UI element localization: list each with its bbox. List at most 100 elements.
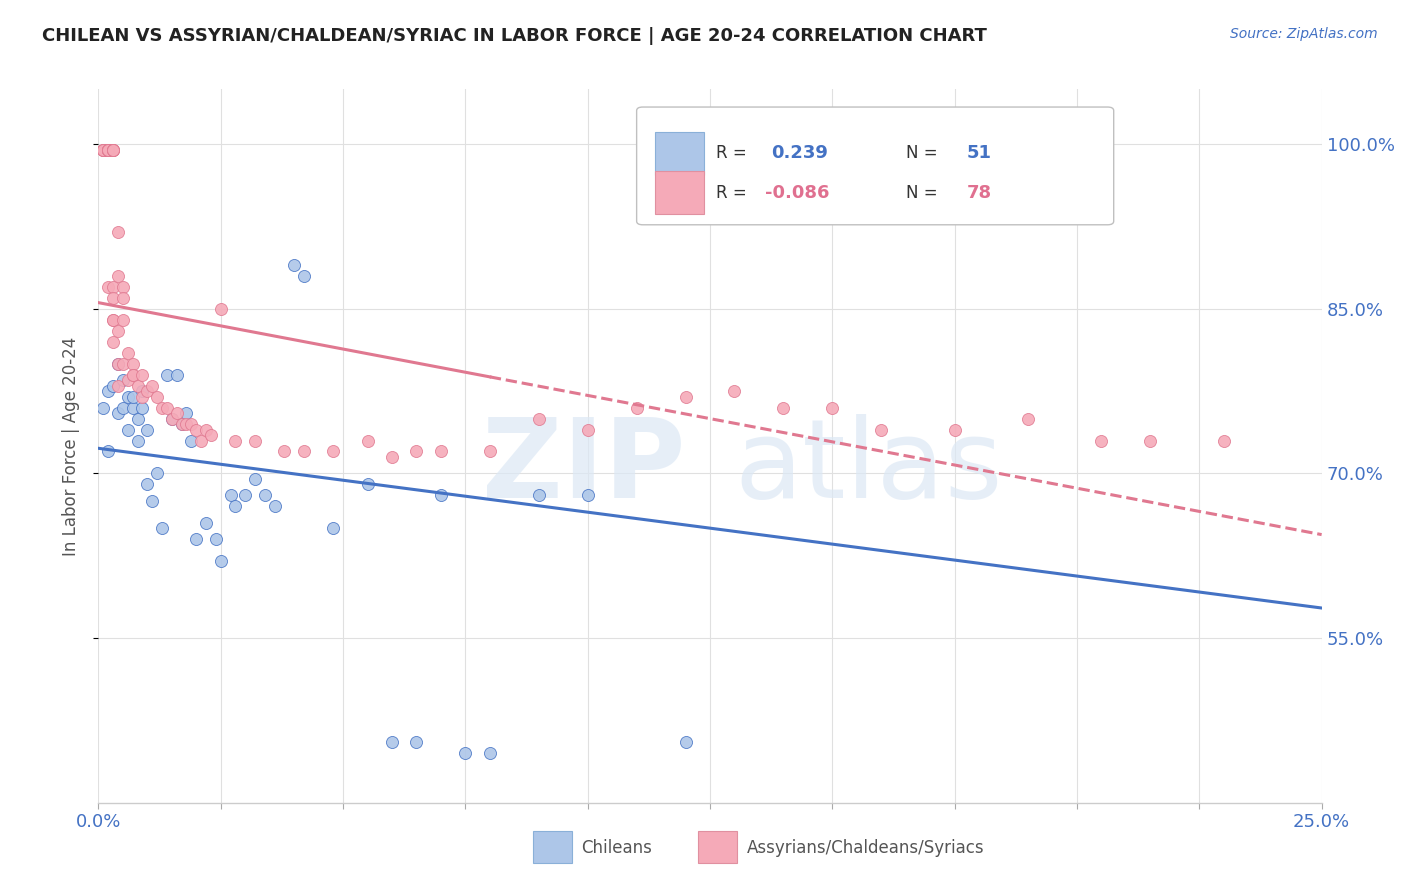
Point: [219, 488, 242, 502]
Point: [1042, 148, 1064, 162]
Point: [127, 378, 149, 392]
Y-axis label: In Labor Force | Age 20-24: In Labor Force | Age 20-24: [62, 336, 80, 556]
Point: [101, 143, 124, 157]
Point: [117, 373, 139, 387]
Point: [101, 143, 124, 157]
Text: Chileans: Chileans: [582, 838, 652, 856]
Point: [101, 312, 124, 326]
Point: [1017, 411, 1039, 425]
Point: [150, 401, 173, 415]
Point: [322, 521, 344, 535]
Point: [136, 384, 159, 398]
Point: [131, 401, 153, 415]
Point: [405, 444, 427, 458]
Point: [166, 406, 188, 420]
Point: [381, 450, 404, 464]
Point: [176, 417, 198, 431]
Point: [111, 357, 134, 371]
Point: [127, 434, 149, 448]
Point: [91, 143, 114, 157]
Point: [1139, 434, 1161, 448]
Point: [1212, 434, 1234, 448]
Point: [1090, 434, 1112, 448]
FancyBboxPatch shape: [637, 107, 1114, 225]
Point: [91, 143, 114, 157]
Point: [943, 423, 966, 437]
Point: [190, 434, 212, 448]
Point: [97, 143, 120, 157]
Point: [117, 423, 139, 437]
Point: [772, 401, 794, 415]
Point: [131, 390, 153, 404]
Point: [97, 143, 120, 157]
Text: Source: ZipAtlas.com: Source: ZipAtlas.com: [1230, 27, 1378, 41]
Point: [186, 423, 208, 437]
Point: [97, 143, 120, 157]
Point: [356, 434, 378, 448]
Point: [209, 554, 232, 568]
Point: [97, 384, 120, 398]
Point: [243, 472, 266, 486]
Point: [107, 324, 129, 338]
Point: [430, 488, 453, 502]
Point: [283, 258, 305, 272]
Point: [97, 280, 120, 294]
Point: [233, 488, 256, 502]
Point: [101, 143, 124, 157]
Point: [91, 143, 114, 157]
Point: [97, 143, 120, 157]
Point: [101, 280, 124, 294]
Point: [107, 357, 129, 371]
Point: [111, 401, 134, 415]
Text: 78: 78: [967, 184, 993, 202]
Point: [675, 390, 697, 404]
Point: [136, 477, 159, 491]
Point: [243, 434, 266, 448]
Point: [107, 268, 129, 283]
Point: [322, 444, 344, 458]
Point: [111, 280, 134, 294]
Point: [626, 401, 648, 415]
Text: -0.086: -0.086: [765, 184, 830, 202]
Text: R =: R =: [716, 184, 752, 202]
Point: [121, 401, 143, 415]
Point: [107, 406, 129, 420]
Text: atlas: atlas: [734, 414, 1002, 521]
Text: N =: N =: [905, 184, 942, 202]
Point: [170, 417, 193, 431]
Point: [224, 500, 246, 514]
Text: Assyrians/Chaldeans/Syriacs: Assyrians/Chaldeans/Syriacs: [747, 838, 984, 856]
Point: [97, 143, 120, 157]
Point: [101, 143, 124, 157]
Point: [527, 488, 550, 502]
Point: [101, 334, 124, 349]
Point: [91, 401, 114, 415]
Point: [97, 143, 120, 157]
Point: [180, 417, 202, 431]
Point: [146, 390, 169, 404]
Point: [117, 345, 139, 359]
Point: [170, 417, 193, 431]
Point: [160, 411, 183, 425]
Point: [381, 735, 404, 749]
Point: [127, 411, 149, 425]
Point: [723, 384, 745, 398]
Point: [107, 357, 129, 371]
Point: [160, 411, 183, 425]
Point: [180, 434, 202, 448]
Point: [101, 143, 124, 157]
Point: [430, 444, 453, 458]
Point: [97, 143, 120, 157]
Point: [870, 423, 893, 437]
Point: [186, 533, 208, 547]
Point: [209, 301, 232, 316]
Point: [111, 373, 134, 387]
Point: [224, 434, 246, 448]
Point: [141, 378, 163, 392]
Text: R =: R =: [716, 145, 752, 162]
Point: [156, 368, 179, 382]
Point: [107, 225, 129, 239]
Point: [253, 488, 276, 502]
Point: [121, 368, 143, 382]
Point: [101, 312, 124, 326]
